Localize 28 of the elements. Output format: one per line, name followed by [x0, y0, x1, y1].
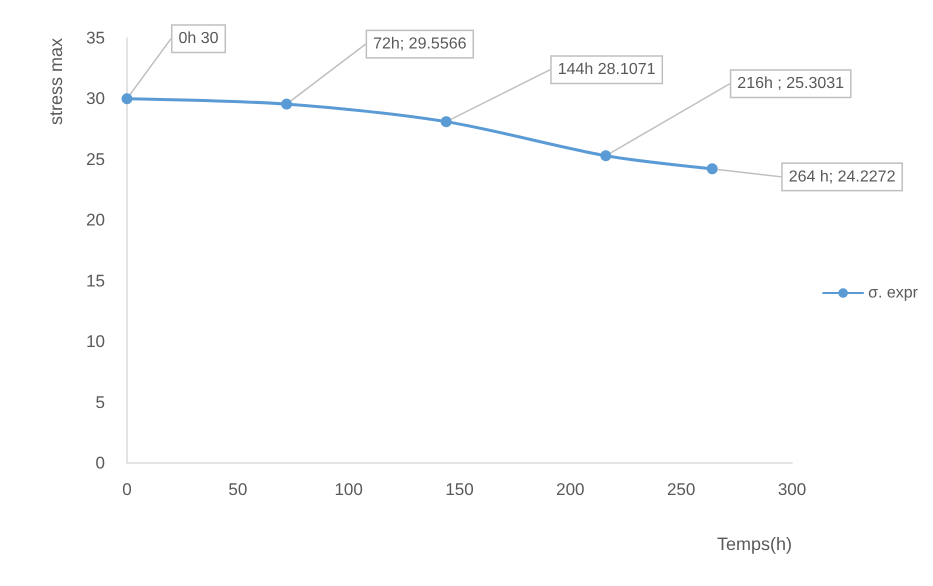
point [706, 163, 718, 174]
x-tick-label: 150 [445, 480, 474, 499]
data-label: 72h; 29.5566 [373, 36, 467, 53]
point [122, 93, 132, 104]
x-tick-label: 0 [122, 480, 132, 499]
y-tick-label: 20 [86, 210, 105, 230]
x-tick-label: 250 [666, 480, 696, 499]
y-tick-label: 10 [86, 332, 105, 352]
y-tick-label: 5 [96, 392, 105, 412]
y-axis-title: stress max [46, 38, 66, 126]
point [600, 150, 612, 162]
data-label: 144h 28.1071 [558, 61, 656, 78]
x-tick-label: 200 [556, 480, 585, 499]
x-tick-label: 50 [228, 480, 248, 499]
y-tick-label: 25 [86, 150, 105, 169]
point [440, 116, 452, 128]
legend-label: σ. expr [868, 284, 919, 302]
y-tick-label: 0 [96, 454, 105, 472]
data-label: 264 h; 24.2272 [788, 168, 896, 186]
x-axis-title: Temps(h) [716, 534, 792, 554]
data-label: 0h 30 [178, 30, 219, 48]
x-tick-label: 300 [778, 480, 806, 499]
point [281, 98, 292, 110]
y-tick-label: 15 [86, 271, 105, 290]
y-tick-label: 30 [86, 89, 105, 108]
x-tick-label: 100 [334, 480, 363, 499]
data-label: 216h ; 25.3031 [737, 75, 844, 92]
y-tick-label: 35 [86, 28, 105, 48]
